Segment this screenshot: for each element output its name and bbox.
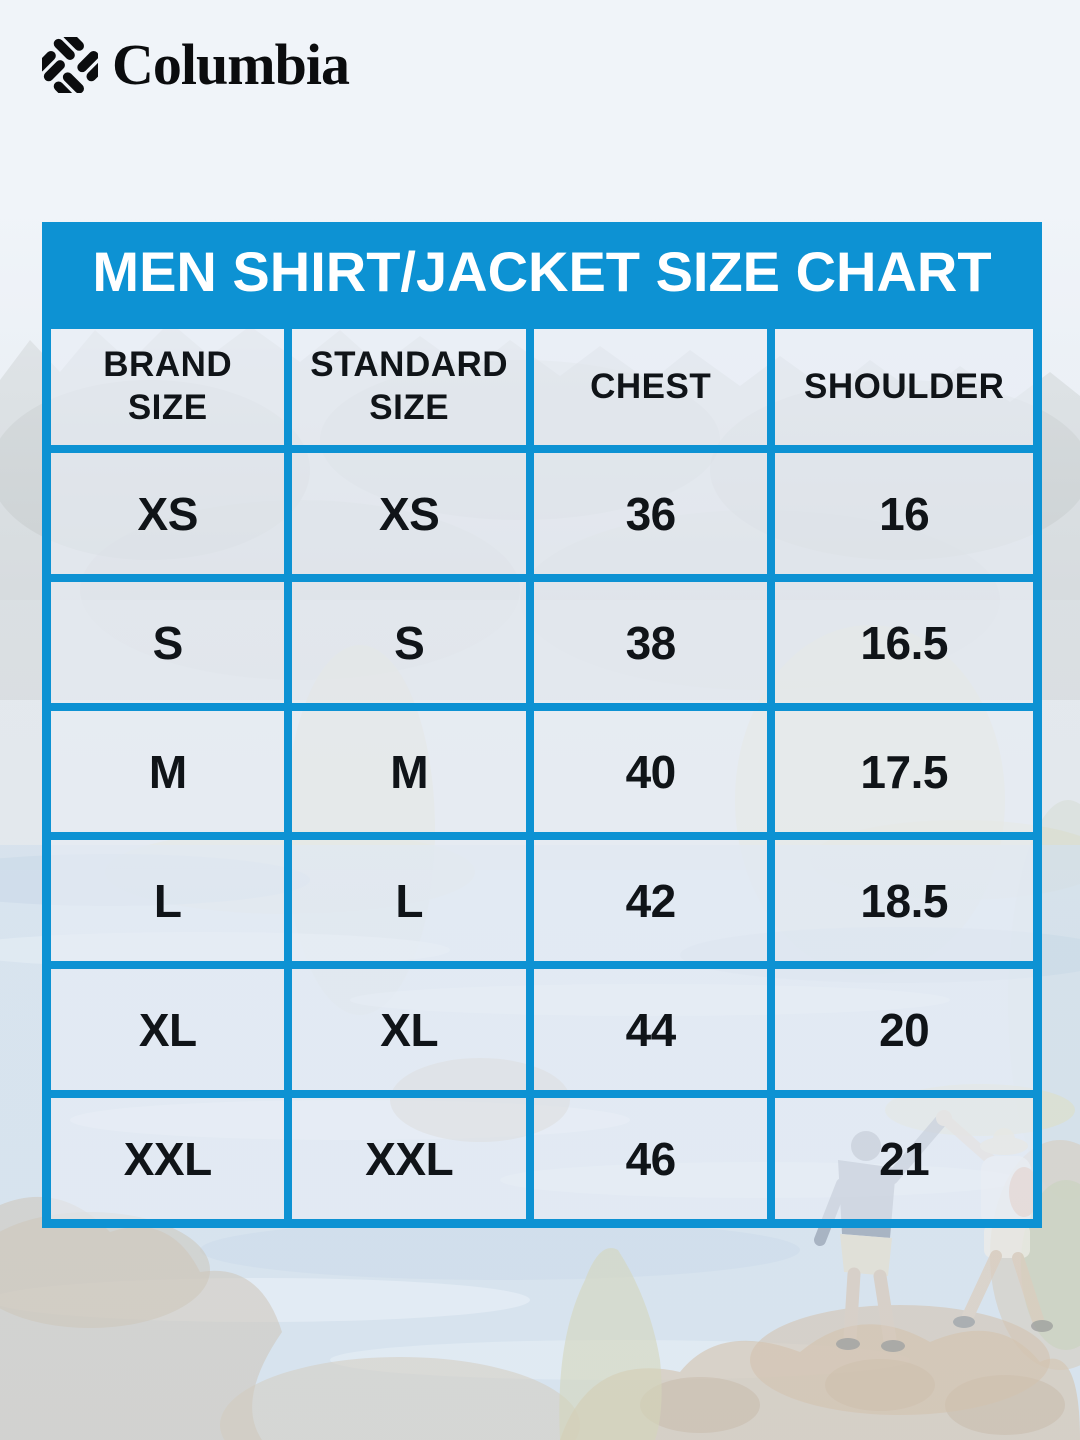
table-cell: XS (47, 449, 289, 578)
column-header-brand-size: BRAND SIZE (47, 325, 289, 449)
table-grid: BRAND SIZE STANDARD SIZE CHEST SHOULDER … (42, 320, 1042, 1228)
table-cell: 46 (529, 1094, 772, 1223)
table-cell: XXL (47, 1094, 289, 1223)
table-cell: 16 (771, 449, 1037, 578)
table-cell: XL (47, 965, 289, 1094)
table-cell: XXL (288, 1094, 530, 1223)
table-cell: L (47, 836, 289, 965)
table-cell: S (288, 578, 530, 707)
brand-logo: Columbia (42, 32, 350, 97)
table-cell: 16.5 (771, 578, 1037, 707)
brand-wordmark: Columbia (112, 32, 350, 97)
table-cell: XS (288, 449, 530, 578)
table-cell: 20 (771, 965, 1037, 1094)
table-cell: 42 (529, 836, 772, 965)
column-header-chest: CHEST (529, 325, 772, 449)
table-cell: 44 (529, 965, 772, 1094)
column-header-shoulder: SHOULDER (771, 325, 1037, 449)
table-cell: 17.5 (771, 707, 1037, 836)
columbia-diamond-icon (42, 37, 98, 93)
table-cell: 40 (529, 707, 772, 836)
table-cell: S (47, 578, 289, 707)
table-cell: M (47, 707, 289, 836)
table-cell: 36 (529, 449, 772, 578)
table-cell: 38 (529, 578, 772, 707)
size-chart-table: MEN SHIRT/JACKET SIZE CHART BRAND SIZE S… (42, 222, 1042, 1228)
table-cell: L (288, 836, 530, 965)
column-header-standard-size: STANDARD SIZE (288, 325, 530, 449)
table-cell: XL (288, 965, 530, 1094)
table-cell: M (288, 707, 530, 836)
table-cell: 18.5 (771, 836, 1037, 965)
table-cell: 21 (771, 1094, 1037, 1223)
table-title: MEN SHIRT/JACKET SIZE CHART (42, 222, 1042, 320)
